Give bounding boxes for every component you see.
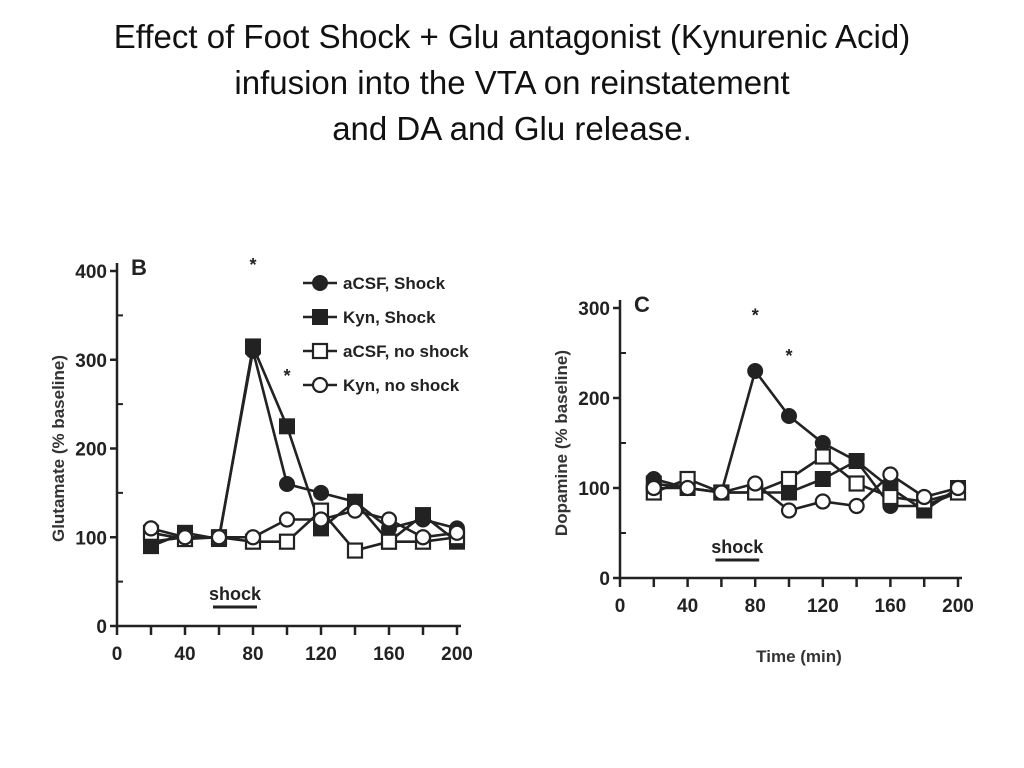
data-point-kyn-no-shock bbox=[380, 511, 398, 528]
data-point-kyn-no-shock bbox=[645, 479, 662, 497]
data-point-kyn-no-shock bbox=[713, 484, 730, 501]
data-point-kyn-shock bbox=[415, 507, 431, 524]
x-tick-label: 160 bbox=[875, 596, 907, 617]
significance-marker: * bbox=[785, 346, 792, 366]
shock-label: shock bbox=[711, 537, 764, 557]
data-point-kyn-shock bbox=[814, 471, 831, 487]
data-point-kyn-no-shock bbox=[448, 524, 466, 541]
data-point-kyn-no-shock bbox=[346, 502, 364, 519]
data-point-kyn-shock bbox=[245, 338, 261, 355]
legend-item-kyn-shock: Kyn, Shock bbox=[303, 308, 436, 327]
title-line-3: and DA and Glu release. bbox=[332, 110, 692, 147]
data-point-kyn-no-shock bbox=[679, 479, 696, 497]
x-axis-title: Time (min) bbox=[756, 647, 842, 666]
legend-item-kyn-no-shock: Kyn, no shock bbox=[303, 376, 460, 395]
data-point-kyn-no-shock bbox=[780, 502, 798, 519]
x-tick-label: 0 bbox=[615, 596, 626, 617]
data-point-acsf-shock bbox=[781, 408, 797, 424]
data-point-acsf-no-shock bbox=[814, 448, 831, 465]
legend: aCSF, Shock Kyn, Shock aCSF, no shock Kyn, … bbox=[303, 274, 469, 395]
legend-marker bbox=[312, 309, 328, 325]
series-kyn-no-shock bbox=[142, 502, 466, 546]
x-tick-label: 0 bbox=[112, 644, 123, 665]
data-point-kyn-no-shock bbox=[414, 529, 432, 546]
slide-title: Effect of Foot Shock + Glu antagonist (K… bbox=[0, 14, 1024, 152]
data-point-acsf-no-shock bbox=[380, 533, 398, 550]
x-tick-label: 120 bbox=[305, 644, 337, 665]
data-point-kyn-no-shock bbox=[142, 520, 160, 537]
data-point-kyn-no-shock bbox=[176, 529, 194, 546]
legend-item-acsf-shock: aCSF, Shock bbox=[303, 274, 446, 293]
data-point-acsf-no-shock bbox=[278, 533, 296, 550]
data-point-kyn-no-shock bbox=[244, 529, 262, 546]
series-line-kyn-no-shock bbox=[150, 509, 458, 539]
y-tick-label: 300 bbox=[578, 299, 610, 320]
legend-label: aCSF, no shock bbox=[343, 342, 469, 361]
significance-marker: * bbox=[249, 255, 256, 275]
data-point-kyn-shock bbox=[781, 484, 797, 501]
data-point-kyn-no-shock bbox=[882, 466, 899, 483]
data-point-kyn-shock bbox=[279, 418, 295, 435]
y-tick-label: 200 bbox=[578, 389, 610, 410]
data-point-acsf-no-shock bbox=[780, 470, 798, 488]
x-tick-label: 160 bbox=[373, 644, 405, 665]
data-point-kyn-no-shock bbox=[916, 488, 933, 506]
y-tick-label: 200 bbox=[75, 440, 107, 461]
data-point-kyn-no-shock bbox=[814, 493, 831, 510]
significance-marker: * bbox=[752, 306, 759, 326]
legend-label: Kyn, no shock bbox=[343, 376, 460, 395]
legend-label: aCSF, Shock bbox=[343, 274, 446, 293]
panel-letter: C bbox=[634, 292, 650, 317]
data-point-kyn-no-shock bbox=[747, 475, 764, 492]
data-point-acsf-shock bbox=[747, 363, 764, 379]
legend-marker bbox=[312, 275, 328, 291]
x-tick-label: 40 bbox=[677, 596, 698, 617]
series-line-acsf-no-shock bbox=[653, 454, 959, 503]
data-point-acsf-no-shock bbox=[848, 475, 865, 492]
data-point-acsf-no-shock bbox=[346, 542, 364, 559]
y-tick-label: 0 bbox=[599, 569, 610, 590]
y-axis-title: Glutamate (% baseline) bbox=[49, 355, 68, 542]
data-point-acsf-shock bbox=[313, 484, 329, 501]
shock-label: shock bbox=[209, 584, 262, 604]
y-tick-label: 400 bbox=[75, 262, 107, 283]
x-tick-label: 80 bbox=[745, 596, 766, 617]
data-point-kyn-shock bbox=[848, 453, 865, 469]
title-line-2: infusion into the VTA on reinstatement bbox=[234, 64, 790, 101]
x-tick-label: 40 bbox=[174, 644, 195, 665]
y-tick-label: 100 bbox=[578, 479, 610, 500]
x-tick-label: 120 bbox=[807, 596, 839, 617]
legend-label: Kyn, Shock bbox=[343, 308, 436, 327]
data-point-acsf-no-shock bbox=[882, 488, 899, 506]
x-tick-label: 200 bbox=[942, 596, 974, 617]
series-kyn-no-shock bbox=[645, 466, 967, 519]
data-point-acsf-shock bbox=[814, 435, 831, 451]
y-tick-label: 300 bbox=[75, 351, 107, 372]
data-point-kyn-no-shock bbox=[949, 479, 967, 497]
legend-marker bbox=[311, 342, 329, 360]
data-point-kyn-no-shock bbox=[312, 511, 330, 528]
panel-letter: B bbox=[131, 255, 147, 280]
legend-item-acsf-no-shock: aCSF, no shock bbox=[303, 342, 469, 361]
significance-marker: * bbox=[283, 366, 290, 386]
title-line-1: Effect of Foot Shock + Glu antagonist (K… bbox=[113, 18, 911, 55]
x-tick-label: 200 bbox=[441, 644, 473, 665]
data-point-acsf-shock bbox=[279, 476, 295, 492]
data-point-kyn-no-shock bbox=[210, 529, 228, 546]
y-axis-title: Dopamine (% baseline) bbox=[552, 350, 571, 536]
series-line-kyn-no-shock bbox=[653, 472, 959, 512]
x-tick-label: 80 bbox=[242, 644, 263, 665]
y-tick-label: 100 bbox=[75, 528, 107, 549]
y-tick-label: 0 bbox=[96, 617, 107, 638]
legend-marker bbox=[311, 376, 329, 394]
data-point-kyn-no-shock bbox=[278, 511, 296, 528]
data-point-kyn-no-shock bbox=[848, 497, 865, 515]
